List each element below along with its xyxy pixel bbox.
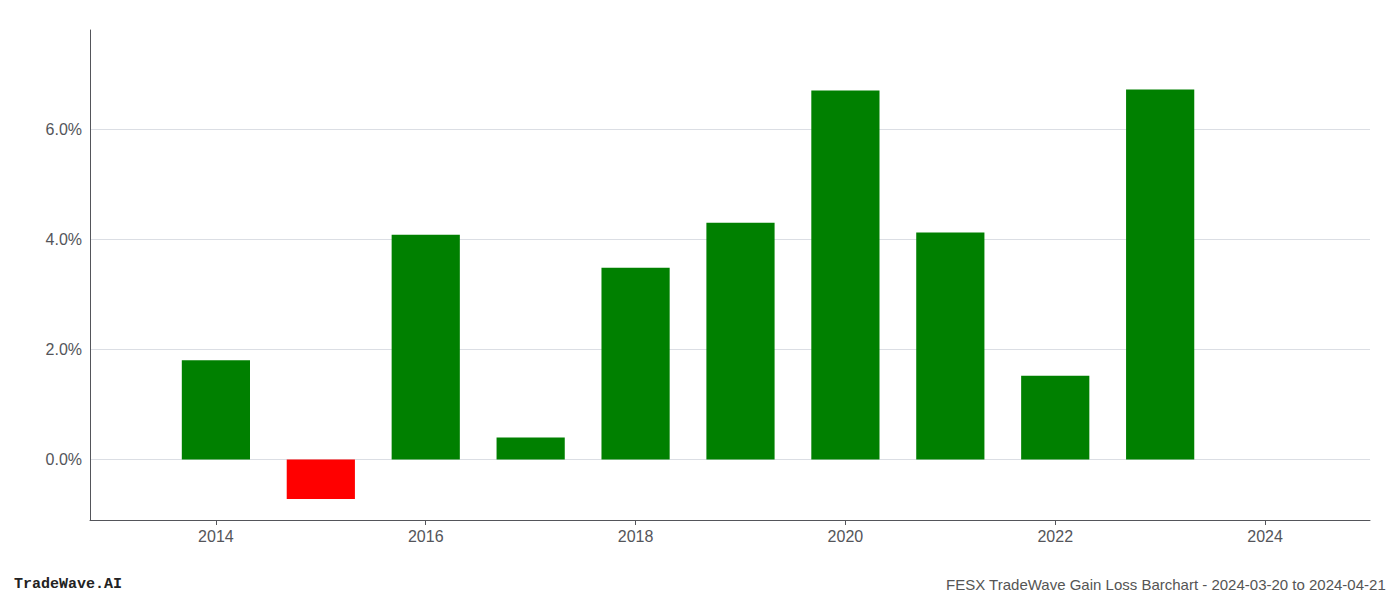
- svg-text:2016: 2016: [408, 528, 444, 545]
- svg-text:2020: 2020: [828, 528, 864, 545]
- svg-text:2024: 2024: [1247, 528, 1283, 545]
- svg-text:2014: 2014: [198, 528, 234, 545]
- svg-text:4.0%: 4.0%: [46, 231, 82, 248]
- svg-text:2022: 2022: [1037, 528, 1073, 545]
- svg-text:2018: 2018: [618, 528, 654, 545]
- svg-text:0.0%: 0.0%: [46, 451, 82, 468]
- svg-text:6.0%: 6.0%: [46, 121, 82, 138]
- svg-text:2.0%: 2.0%: [46, 341, 82, 358]
- svg-text:FESX TradeWave Gain Loss Barch: FESX TradeWave Gain Loss Barchart - 2024…: [946, 576, 1386, 593]
- svg-text:TradeWave.AI: TradeWave.AI: [14, 576, 122, 593]
